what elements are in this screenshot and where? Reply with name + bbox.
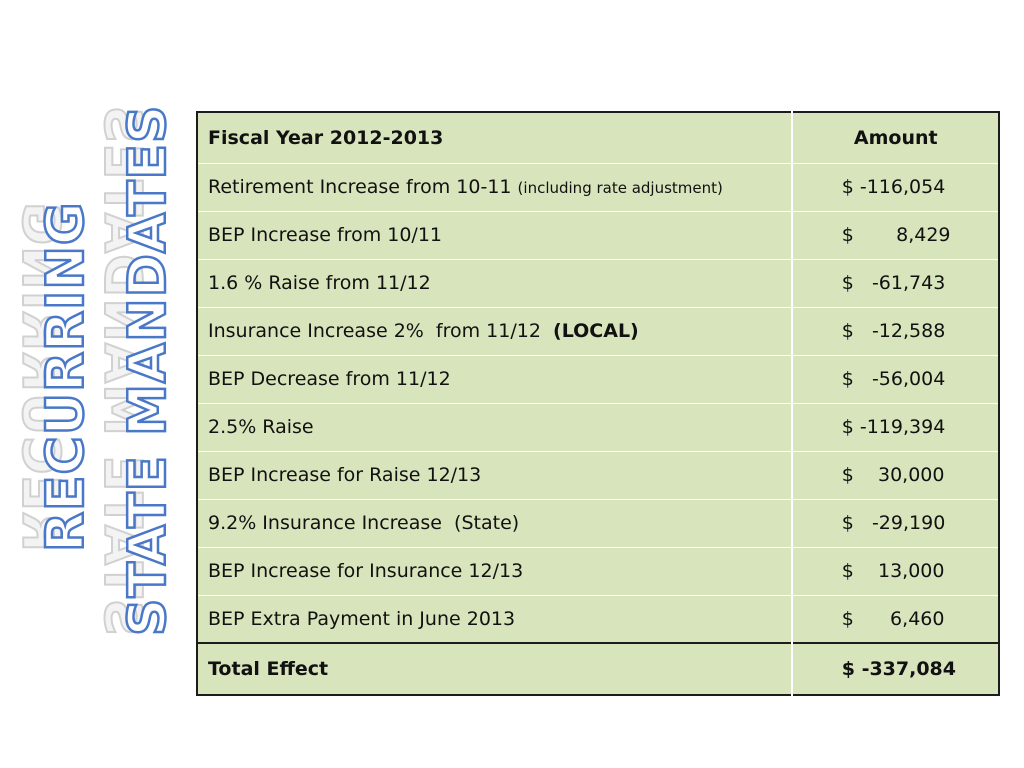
row-amount-text: $ -12,588 <box>841 320 946 342</box>
row-amount-text: $ 30,000 <box>841 464 945 486</box>
total-label: Total Effect <box>197 642 794 695</box>
mandates-table: Fiscal Year 2012-2013 Amount Retirement … <box>196 111 1000 696</box>
table-row: Insurance Increase 2% from 11/12 (LOCAL)… <box>197 306 999 355</box>
row-note: (including rate adjustment) <box>517 179 723 197</box>
table-row: BEP Increase for Insurance 12/13 $ 13,00… <box>197 546 999 595</box>
table-row: BEP Decrease from 11/12 $ -56,004 <box>197 354 999 403</box>
row-amount: $ 8,429 <box>792 210 999 259</box>
title-line1: RECURRING <box>35 200 98 553</box>
row-amount: $ 13,000 <box>792 546 999 595</box>
table-row: BEP Increase for Raise 12/13 $ 30,000 <box>197 450 999 499</box>
row-description: BEP Increase for Insurance 12/13 <box>197 546 794 595</box>
table-header-row: Fiscal Year 2012-2013 Amount <box>197 112 999 163</box>
row-amount: $ -29,190 <box>792 498 999 547</box>
table-row: 1.6 % Raise from 11/12 $ -61,743 <box>197 258 999 307</box>
row-amount-text: $ -119,394 <box>841 416 946 438</box>
row-amount: $ 6,460 <box>792 594 999 643</box>
row-amount-text: $ -56,004 <box>841 368 946 390</box>
row-description: 1.6 % Raise from 11/12 <box>197 258 794 307</box>
table-row: 2.5% Raise $ -119,394 <box>197 402 999 451</box>
row-description: 9.2% Insurance Increase (State) <box>197 498 794 547</box>
row-description: BEP Increase for Raise 12/13 <box>197 450 794 499</box>
row-amount: $ -116,054 <box>792 162 999 211</box>
row-amount-text: $ 6,460 <box>841 607 945 630</box>
row-amount: $ 30,000 <box>792 450 999 499</box>
row-amount: $ -56,004 <box>792 354 999 403</box>
table-row: 9.2% Insurance Increase (State) $ -29,19… <box>197 498 999 547</box>
row-description: BEP Increase from 10/11 <box>197 210 794 259</box>
row-description: BEP Extra Payment in June 2013 <box>197 594 794 643</box>
total-amount-text: $ -337,084 <box>841 658 956 680</box>
header-amount: Amount <box>853 126 938 149</box>
row-amount-text: $ 13,000 <box>841 560 945 582</box>
row-amount-text: $ 8,429 <box>841 224 951 246</box>
table-total-row: Total Effect $ -337,084 <box>197 642 999 695</box>
row-amount-text: $ -61,743 <box>841 272 946 294</box>
row-amount-text: $ -29,190 <box>841 512 946 534</box>
title-line2: STATE MANDATES <box>117 103 180 637</box>
row-note-bold: (LOCAL) <box>553 320 639 342</box>
row-description: 2.5% Raise <box>197 402 794 451</box>
total-amount: $ -337,084 <box>792 642 999 695</box>
row-description: Insurance Increase 2% from 11/12 (LOCAL) <box>197 306 794 355</box>
table-row: BEP Extra Payment in June 2013 $ 6,460 <box>197 594 999 643</box>
row-description-text: Insurance Increase 2% from 11/12 <box>208 320 547 342</box>
row-amount: $ -61,743 <box>792 258 999 307</box>
header-description: Fiscal Year 2012-2013 <box>197 112 794 163</box>
table-row: Retirement Increase from 10-11 (includin… <box>197 162 999 211</box>
table-row: BEP Increase from 10/11 $ 8,429 <box>197 210 999 259</box>
row-amount: $ -12,588 <box>792 306 999 355</box>
row-description: Retirement Increase from 10-11 (includin… <box>197 162 794 211</box>
row-amount: $ -119,394 <box>792 402 999 451</box>
row-amount-text: $ -116,054 <box>841 176 946 198</box>
row-description-text: Retirement Increase from 10-11 <box>208 176 512 198</box>
row-description: BEP Decrease from 11/12 <box>197 354 794 403</box>
